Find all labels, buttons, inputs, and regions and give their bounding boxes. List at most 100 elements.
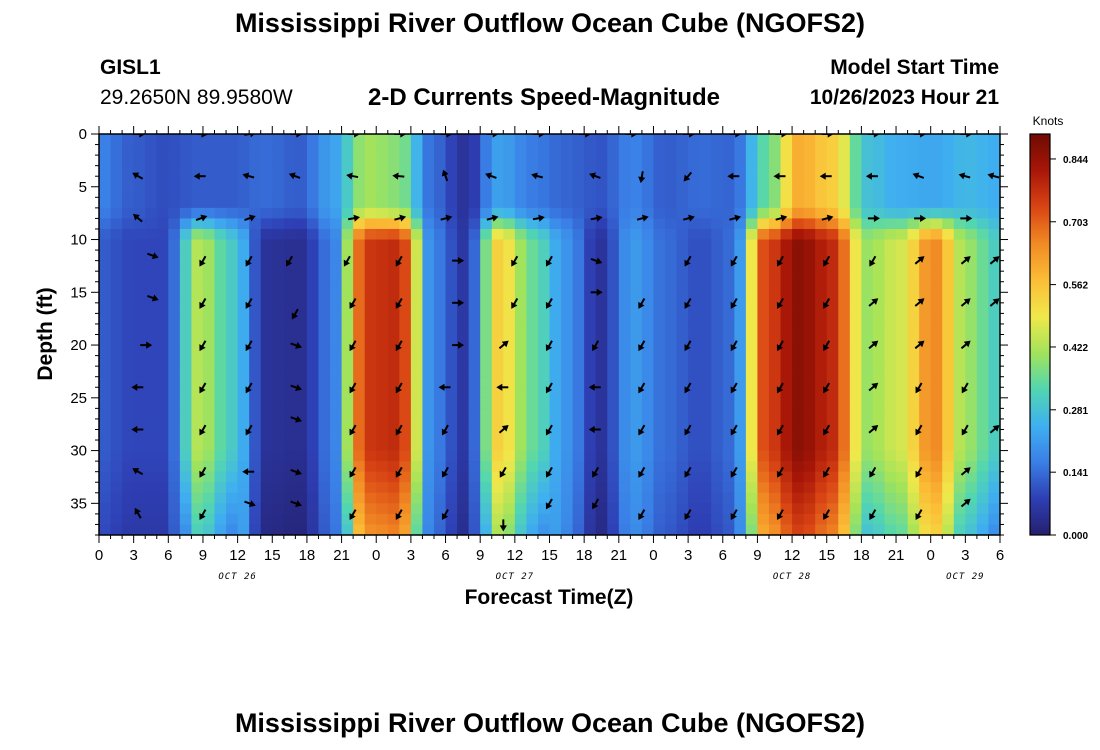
heatmap-cell xyxy=(676,366,689,378)
heatmap-cell xyxy=(503,271,516,283)
heatmap-cell xyxy=(930,397,943,409)
heatmap-cell xyxy=(942,323,955,336)
heatmap-cell xyxy=(872,165,886,177)
heatmap-cell xyxy=(907,260,920,272)
heatmap-cell xyxy=(457,302,470,314)
heatmap-cell xyxy=(849,440,862,452)
heatmap-cell xyxy=(537,239,551,251)
heatmap-cell xyxy=(780,134,793,146)
heatmap-cell xyxy=(584,207,597,220)
heatmap-cell xyxy=(399,134,412,146)
heatmap-cell xyxy=(953,482,966,494)
current-arrow-head xyxy=(730,470,737,478)
current-arrow-head xyxy=(592,502,599,510)
heatmap-cell xyxy=(976,250,990,262)
heatmap-cell xyxy=(122,176,135,188)
heatmap-cell xyxy=(849,366,862,378)
heatmap-cell xyxy=(433,387,447,399)
heatmap-cell xyxy=(526,228,539,241)
heatmap-cell xyxy=(468,492,481,504)
heatmap-cell xyxy=(734,366,747,378)
heatmap-cell xyxy=(283,323,296,336)
heatmap-cell xyxy=(445,492,458,504)
current-arrow-head xyxy=(151,252,159,260)
current-arrow xyxy=(545,382,553,394)
heatmap-cell xyxy=(457,228,470,241)
heatmap-cell xyxy=(745,471,759,483)
heatmap-cell xyxy=(641,355,655,367)
heatmap-cell xyxy=(133,281,146,293)
heatmap-cell xyxy=(422,176,435,188)
heatmap-cell xyxy=(376,176,389,188)
current-arrow xyxy=(684,297,692,309)
heatmap-cell xyxy=(526,207,539,220)
heatmap-cell xyxy=(884,408,897,420)
heatmap-cell xyxy=(122,397,135,409)
heatmap-cell xyxy=(665,408,678,420)
heatmap-cell xyxy=(584,271,597,283)
heatmap-cell xyxy=(780,503,793,515)
heatmap-cell xyxy=(930,176,943,188)
heatmap-cell xyxy=(445,334,458,346)
heatmap-cell xyxy=(815,155,828,167)
heatmap-cell xyxy=(930,429,943,441)
heatmap-cell xyxy=(503,503,516,515)
heatmap-cell xyxy=(849,450,862,462)
heatmap-cell xyxy=(445,239,458,251)
heatmap-cell xyxy=(930,355,943,367)
heatmap-cell xyxy=(145,155,158,167)
heatmap-cell xyxy=(179,482,193,494)
heatmap-cell xyxy=(976,355,990,367)
heatmap-cell xyxy=(630,260,643,272)
heatmap-cell xyxy=(734,387,747,399)
current-arrow-head xyxy=(780,214,788,222)
heatmap-cell xyxy=(145,281,158,293)
heatmap-cell xyxy=(665,323,678,336)
current-arrow-head xyxy=(199,344,206,352)
current-arrow-head xyxy=(445,214,453,222)
heatmap-cell xyxy=(503,366,516,378)
heatmap-cell xyxy=(549,250,562,262)
heatmap-cell xyxy=(457,134,470,146)
heatmap-cell xyxy=(491,418,504,431)
heatmap-cell xyxy=(988,429,1000,441)
heatmap-cell xyxy=(768,207,782,220)
heatmap-cell xyxy=(145,239,158,251)
heatmap-cell xyxy=(433,503,447,515)
current-arrow-head xyxy=(823,512,830,520)
heatmap-cell xyxy=(318,144,331,156)
heatmap-cell xyxy=(410,313,424,325)
heatmap-cell xyxy=(711,197,724,209)
heatmap-cell xyxy=(919,144,932,156)
colorbar-tick-label: 0.281 xyxy=(1063,406,1088,417)
heatmap-cell xyxy=(330,397,343,409)
current-arrow-head xyxy=(684,301,691,309)
current-arrow-head xyxy=(684,386,691,394)
heatmap-cell xyxy=(699,429,712,441)
heatmap-cell xyxy=(168,239,181,251)
heatmap-cell xyxy=(364,239,377,251)
heatmap-cell xyxy=(815,408,828,420)
heatmap-cell xyxy=(907,218,920,230)
heatmap-cell xyxy=(988,302,1000,314)
current-arrow-head xyxy=(458,341,465,349)
heatmap-cell xyxy=(884,176,897,188)
heatmap-cell xyxy=(237,366,250,378)
heatmap-cell xyxy=(953,397,966,409)
heatmap-cell xyxy=(699,313,712,325)
heatmap-cell xyxy=(318,271,331,283)
heatmap-cell xyxy=(526,513,539,526)
current-arrow xyxy=(776,424,784,436)
heatmap-cell xyxy=(249,376,262,388)
heatmap-cell xyxy=(780,271,793,283)
current-arrow-head xyxy=(353,214,360,222)
heatmap-cell xyxy=(422,239,435,251)
heatmap-cell xyxy=(133,524,146,535)
heatmap-cell xyxy=(953,418,966,431)
heatmap-cell xyxy=(896,513,909,526)
heatmap-cell xyxy=(445,376,458,388)
heatmap-cell xyxy=(457,408,470,420)
heatmap-cell xyxy=(838,440,851,452)
heatmap-cell xyxy=(399,345,412,357)
heatmap-cell xyxy=(561,366,574,378)
